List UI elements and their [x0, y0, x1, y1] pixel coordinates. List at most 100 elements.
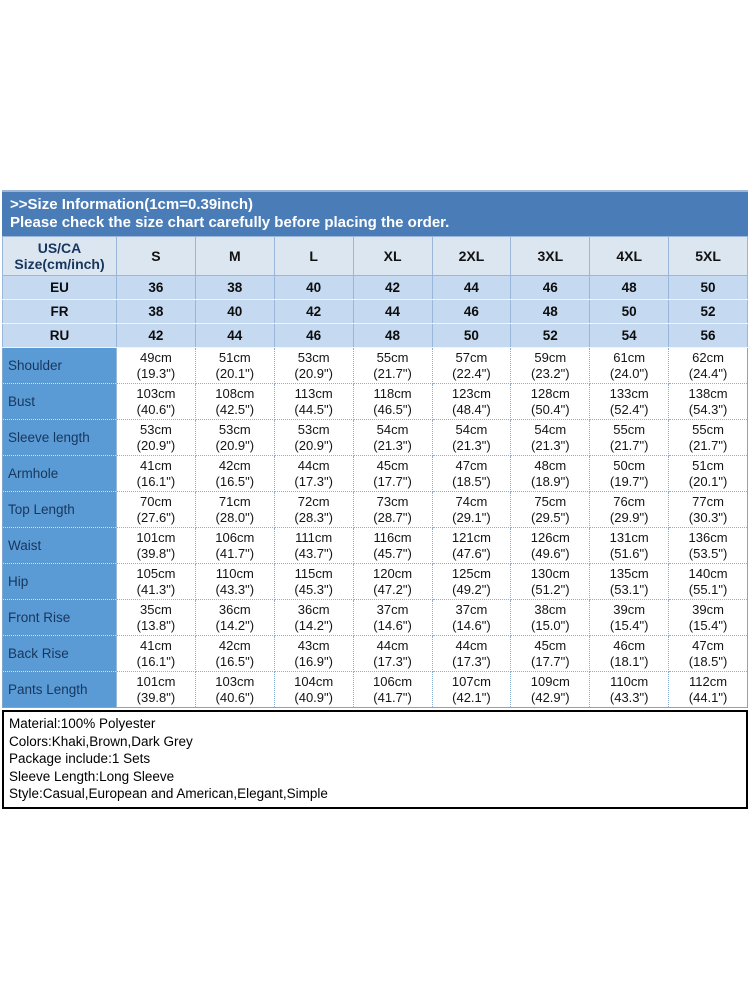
detail-line: Material:100% Polyester — [9, 716, 156, 731]
inch-value: (47.2") — [373, 581, 412, 597]
inch-value: (16.9") — [294, 653, 333, 669]
cm-value: 130cm — [530, 565, 570, 581]
inch-value: (20.9") — [215, 437, 255, 453]
inch-value: (49.2") — [452, 581, 491, 597]
inch-value: (47.6") — [452, 545, 491, 561]
cm-value: 123cm — [451, 385, 491, 401]
measure-value-cell: 55cm (21.7") — [352, 347, 433, 384]
inch-value: (42.1") — [452, 689, 491, 705]
measure-value-cell: 51cm (20.1") — [194, 347, 275, 384]
measure-value-cell: 112cm (44.1") — [668, 671, 748, 708]
detail-line: Style:Casual,European and American,Elega… — [9, 786, 328, 801]
measure-value-cell: 53cm (20.9") — [116, 419, 196, 456]
size-info-banner: >>Size Information(1cm=0.39inch) Please … — [2, 190, 748, 236]
region-row-fr: FR 38 40 42 44 46 48 50 52 — [2, 299, 748, 324]
size-info-page: >>Size Information(1cm=0.39inch) Please … — [2, 190, 748, 809]
cm-value: 103cm — [136, 385, 176, 401]
cm-value: 110cm — [610, 673, 649, 689]
cm-value: 106cm — [215, 529, 255, 545]
cm-value: 37cm — [376, 601, 409, 617]
cm-value: 135cm — [609, 565, 649, 581]
cm-value: 140cm — [688, 565, 728, 581]
inch-value: (15.0") — [531, 617, 570, 633]
measure-value-cell: 55cm (21.7") — [589, 419, 670, 456]
size-column-header-M: M — [194, 236, 275, 276]
region-row-eu: EU 36 38 40 42 44 46 48 50 — [2, 275, 748, 300]
inch-value: (14.6") — [373, 617, 412, 633]
inch-value: (42.9") — [531, 689, 570, 705]
inch-value: (40.6") — [136, 401, 176, 417]
measure-value-cell: 54cm (21.3") — [510, 419, 591, 456]
measure-value-cell: 43cm (16.9") — [273, 635, 354, 672]
inch-value: (27.6") — [136, 509, 176, 525]
inch-value: (15.4") — [688, 617, 728, 633]
region-value-cell: 54 — [589, 323, 670, 348]
inch-value: (14.2") — [294, 617, 333, 633]
measure-value-cell: 110cm (43.3") — [589, 671, 670, 708]
measure-value-cell: 54cm (21.3") — [352, 419, 433, 456]
cm-value: 44cm — [455, 637, 488, 653]
measure-value-cell: 41cm (16.1") — [116, 455, 196, 492]
inch-value: (21.7") — [688, 437, 728, 453]
cm-value: 48cm — [534, 457, 567, 473]
inch-value: (18.5") — [452, 473, 491, 489]
region-value-cell: 46 — [510, 275, 591, 300]
measure-value-cell: 75cm (29.5") — [510, 491, 591, 528]
inch-value: (51.6") — [609, 545, 649, 561]
size-column-header-5XL: 5XL — [668, 236, 748, 276]
measure-value-cell: 36cm (14.2") — [273, 599, 354, 636]
inch-value: (41.7") — [373, 689, 412, 705]
cm-value: 51cm — [692, 457, 724, 473]
cm-value: 51cm — [218, 349, 251, 365]
inch-value: (28.0") — [215, 509, 255, 525]
measure-row-bust: Bust 103cm (40.6") 108cm (42.5") 113cm (44.5")… — [2, 383, 748, 420]
measure-value-cell: 62cm (24.4") — [668, 347, 748, 384]
measure-label-armhole: Armhole — [2, 455, 117, 492]
inch-value: (41.7") — [215, 545, 255, 561]
inch-value: (17.3") — [294, 473, 333, 489]
measure-value-cell: 126cm (49.6") — [510, 527, 591, 564]
inch-value: (21.3") — [452, 437, 491, 453]
cm-value: 112cm — [689, 673, 728, 689]
measure-value-cell: 53cm (20.9") — [194, 419, 275, 456]
cm-value: 54cm — [455, 421, 488, 437]
corner-label-line2: Size(cm/inch) — [14, 256, 105, 272]
inch-value: (30.3") — [688, 509, 728, 525]
region-value-cell: 46 — [273, 323, 354, 348]
measure-value-cell: 125cm (49.2") — [431, 563, 512, 600]
measure-value-cell: 54cm (21.3") — [431, 419, 512, 456]
detail-line: Package include:1 Sets — [9, 751, 151, 766]
inch-value: (53.5") — [688, 545, 728, 561]
cm-value: 104cm — [294, 673, 334, 689]
region-label-ru: RU — [2, 323, 117, 348]
cm-value: 45cm — [376, 457, 409, 473]
measure-value-cell: 35cm (13.8") — [116, 599, 196, 636]
measure-value-cell: 71cm (28.0") — [194, 491, 275, 528]
measure-value-cell: 39cm (15.4") — [589, 599, 670, 636]
cm-value: 37cm — [455, 601, 488, 617]
inch-value: (43.3") — [609, 689, 649, 705]
inch-value: (20.9") — [294, 365, 333, 381]
cm-value: 38cm — [534, 601, 567, 617]
inch-value: (21.7") — [609, 437, 649, 453]
cm-value: 136cm — [688, 529, 728, 545]
size-header-row: US/CA Size(cm/inch) S M L XL 2XL 3XL 4XL 5XL — [2, 236, 748, 276]
cm-value: 53cm — [140, 421, 172, 437]
inch-value: (52.4") — [609, 401, 649, 417]
inch-value: (20.9") — [136, 437, 176, 453]
measure-value-cell: 101cm (39.8") — [116, 527, 196, 564]
measure-value-cell: 47cm (18.5") — [668, 635, 748, 672]
region-value-cell: 48 — [589, 275, 670, 300]
inch-value: (14.6") — [452, 617, 491, 633]
inch-value: (45.7") — [373, 545, 412, 561]
cm-value: 42cm — [218, 457, 251, 473]
corner-label-line1: US/CA — [37, 240, 82, 256]
inch-value: (53.1") — [609, 581, 649, 597]
region-value-cell: 40 — [273, 275, 354, 300]
cm-value: 138cm — [688, 385, 728, 401]
measure-label-pants-length: Pants Length — [2, 671, 117, 708]
inch-value: (40.6") — [215, 689, 255, 705]
cm-value: 57cm — [455, 349, 488, 365]
measure-value-cell: 39cm (15.4") — [668, 599, 748, 636]
measure-value-cell: 131cm (51.6") — [589, 527, 670, 564]
